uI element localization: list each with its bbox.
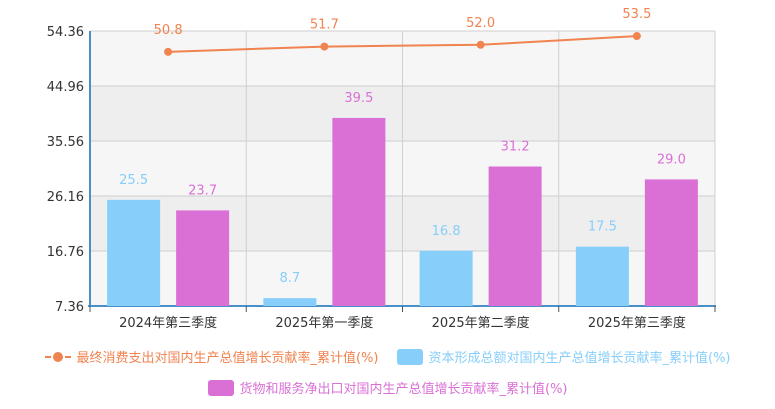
y-tick-label: 35.56: [47, 135, 84, 150]
y-tick-label: 44.96: [47, 80, 84, 95]
bar-marks: [107, 117, 698, 306]
legend-label-capital: 资本形成总额对国内生产总值增长贡献率_累计值(%): [428, 351, 731, 366]
bar-data-label: 23.7: [188, 183, 217, 198]
line-point: [320, 42, 329, 51]
data-labels: 25.5 8.7 16.8 17.5 23.7 39.5 31.2 29.0 50.8 51.7 5…: [119, 7, 686, 286]
legend-item-consumption[interactable]: 最终消费支出对国内生产总值增长贡献率_累计值(%): [44, 347, 379, 366]
bar-mark: [575, 246, 629, 306]
x-tick-label: 2025年第三季度: [588, 315, 686, 331]
legend-bar-swatch-icon: [207, 379, 234, 396]
legend-item-net-export[interactable]: 货物和服务净出口对国内生产总值增长贡献率_累计值(%): [207, 378, 568, 397]
legend-label-net-export: 货物和服务净出口对国内生产总值增长贡献率_累计值(%): [239, 382, 568, 397]
bar-data-label: 31.2: [501, 140, 530, 155]
line-data-label: 52.0: [466, 16, 495, 31]
y-tick-label: 7.36: [55, 300, 84, 315]
line-data-label: 50.8: [154, 23, 183, 38]
bar-mark: [419, 250, 473, 306]
bar-mark: [644, 179, 698, 306]
line-point: [632, 32, 641, 41]
bar-data-label: 8.7: [280, 271, 301, 286]
bar-data-label: 25.5: [119, 173, 148, 188]
bar-data-label: 16.8: [432, 224, 461, 239]
x-tick-label: 2024年第三季度: [119, 315, 217, 331]
legend-line-swatch-icon: [44, 349, 71, 365]
x-tick-labels: 2024年第三季度 2025年第一季度 2025年第二季度 2025年第三季度: [119, 315, 686, 331]
legend-item-capital[interactable]: 资本形成总额对国内生产总值增长贡献率_累计值(%): [396, 347, 731, 366]
line-data-label: 53.5: [622, 7, 651, 22]
y-tick-label: 54.36: [47, 25, 84, 40]
bar-data-label: 39.5: [344, 91, 373, 106]
y-tick-label: 26.16: [47, 190, 84, 205]
legend-row-2: 货物和服务净出口对国内生产总值增长贡献率_累计值(%): [0, 378, 775, 397]
line-data-label: 51.7: [310, 18, 339, 33]
line-point: [164, 47, 173, 56]
bar-mark: [176, 210, 230, 306]
bar-data-label: 17.5: [588, 220, 617, 235]
y-tick-labels: 7.36 16.76 26.16 35.56 44.96 54.36: [47, 25, 84, 315]
bar-mark: [107, 199, 161, 306]
x-tick-label: 2025年第二季度: [432, 315, 530, 331]
line-point: [476, 40, 485, 49]
legend-bar-swatch-icon: [396, 348, 423, 365]
bar-data-label: 29.0: [657, 152, 686, 167]
bar-mark: [263, 298, 317, 306]
legend-label-consumption: 最终消费支出对国内生产总值增长贡献率_累计值(%): [76, 351, 379, 366]
line-series-path: [168, 35, 637, 53]
legend-row-1: 最终消费支出对国内生产总值增长贡献率_累计值(%) 资本形成总额对国内生产总值增…: [0, 347, 775, 366]
bar-mark: [488, 166, 542, 306]
bar-mark: [332, 117, 386, 306]
y-tick-label: 16.76: [47, 245, 84, 260]
x-tick-label: 2025年第一季度: [275, 315, 373, 331]
line-marks: [164, 32, 641, 56]
